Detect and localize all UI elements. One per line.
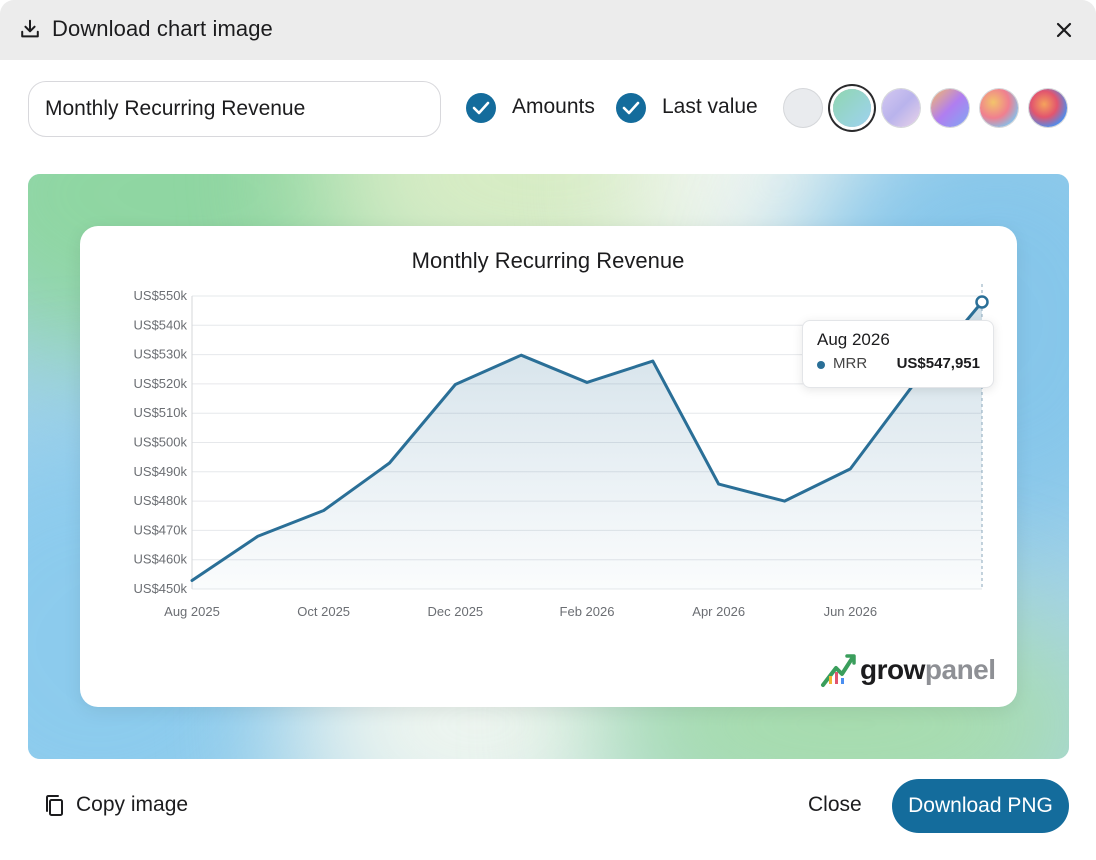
swatch-plain-grey[interactable] xyxy=(784,89,822,127)
data-point xyxy=(190,579,194,583)
data-point xyxy=(848,467,852,471)
data-point xyxy=(585,380,589,384)
amounts-label: Amounts xyxy=(512,95,595,118)
close-button[interactable]: Close xyxy=(808,793,862,816)
copy-icon xyxy=(46,795,63,816)
y-tick-label: US$490k xyxy=(134,464,188,479)
x-tick-label: Dec 2025 xyxy=(428,604,484,619)
tooltip-value: US$547,951 xyxy=(896,355,980,372)
swatch-lavender-gradient[interactable] xyxy=(882,89,920,127)
last-value-marker xyxy=(975,295,989,309)
x-tick-label: Jun 2026 xyxy=(824,604,878,619)
tooltip-series-name: MRR xyxy=(833,355,868,372)
chart-title-input[interactable] xyxy=(28,81,441,137)
x-tick-label: Apr 2026 xyxy=(692,604,745,619)
close-icon[interactable] xyxy=(1052,18,1076,42)
swatch-orange-purple-gradient[interactable] xyxy=(931,89,969,127)
series-line-mrr xyxy=(190,300,984,583)
download-png-button[interactable]: Download PNG xyxy=(892,779,1069,833)
copy-image-label: Copy image xyxy=(76,793,189,816)
y-tick-label: US$540k xyxy=(134,317,188,332)
y-tick-label: US$500k xyxy=(134,435,188,450)
swatch-green-blue-gradient[interactable] xyxy=(833,89,871,127)
data-point xyxy=(783,499,787,503)
tooltip-date: Aug 2026 xyxy=(817,330,890,349)
y-tick-label: US$510k xyxy=(134,405,188,420)
y-tick-label: US$530k xyxy=(134,347,188,362)
dialog-header: Download chart image xyxy=(0,0,1096,60)
tooltip-series-dot xyxy=(817,361,825,369)
last-value-label: Last value xyxy=(662,95,758,118)
x-tick-label: Aug 2025 xyxy=(164,604,220,619)
amounts-checkbox[interactable] xyxy=(466,93,496,123)
y-tick-label: US$450k xyxy=(134,581,188,596)
data-point xyxy=(651,359,655,363)
growpanel-wordmark: growpanel xyxy=(860,654,996,685)
y-tick-label: US$480k xyxy=(134,493,188,508)
mrr-chart: Monthly Recurring Revenue US$450k US$460k U… xyxy=(134,248,989,619)
chart-card: Monthly Recurring Revenue US$450k US$460k U… xyxy=(80,226,1017,707)
data-point xyxy=(388,461,392,465)
last-value-checkbox[interactable] xyxy=(616,93,646,123)
chart-preview: Monthly Recurring Revenue US$450k US$460k U… xyxy=(28,174,1069,759)
dialog-title: Download chart image xyxy=(52,16,273,41)
y-tick-label: US$460k xyxy=(134,552,188,567)
x-tick-label: Oct 2025 xyxy=(297,604,350,619)
data-point xyxy=(453,382,457,386)
y-tick-label: US$520k xyxy=(134,376,188,391)
chart-tooltip: Aug 2026 MRR US$547,951 xyxy=(802,320,994,388)
growpanel-logo: growpanel xyxy=(820,650,996,690)
swatch-confetti-gradient[interactable] xyxy=(980,89,1018,127)
data-point xyxy=(322,508,326,512)
x-tick-label: Feb 2026 xyxy=(560,604,615,619)
checkmark-icon xyxy=(622,101,640,115)
swatch-party-gradient[interactable] xyxy=(1029,89,1067,127)
data-point xyxy=(717,482,721,486)
download-icon xyxy=(21,19,39,38)
data-point xyxy=(519,353,523,357)
y-tick-label: US$550k xyxy=(134,288,188,303)
data-point xyxy=(256,534,260,538)
growpanel-logo-mark xyxy=(821,654,856,687)
checkmark-icon xyxy=(472,101,490,115)
chart-title: Monthly Recurring Revenue xyxy=(412,248,685,273)
y-tick-label: US$470k xyxy=(134,522,188,537)
series-area-mrr xyxy=(192,302,982,589)
